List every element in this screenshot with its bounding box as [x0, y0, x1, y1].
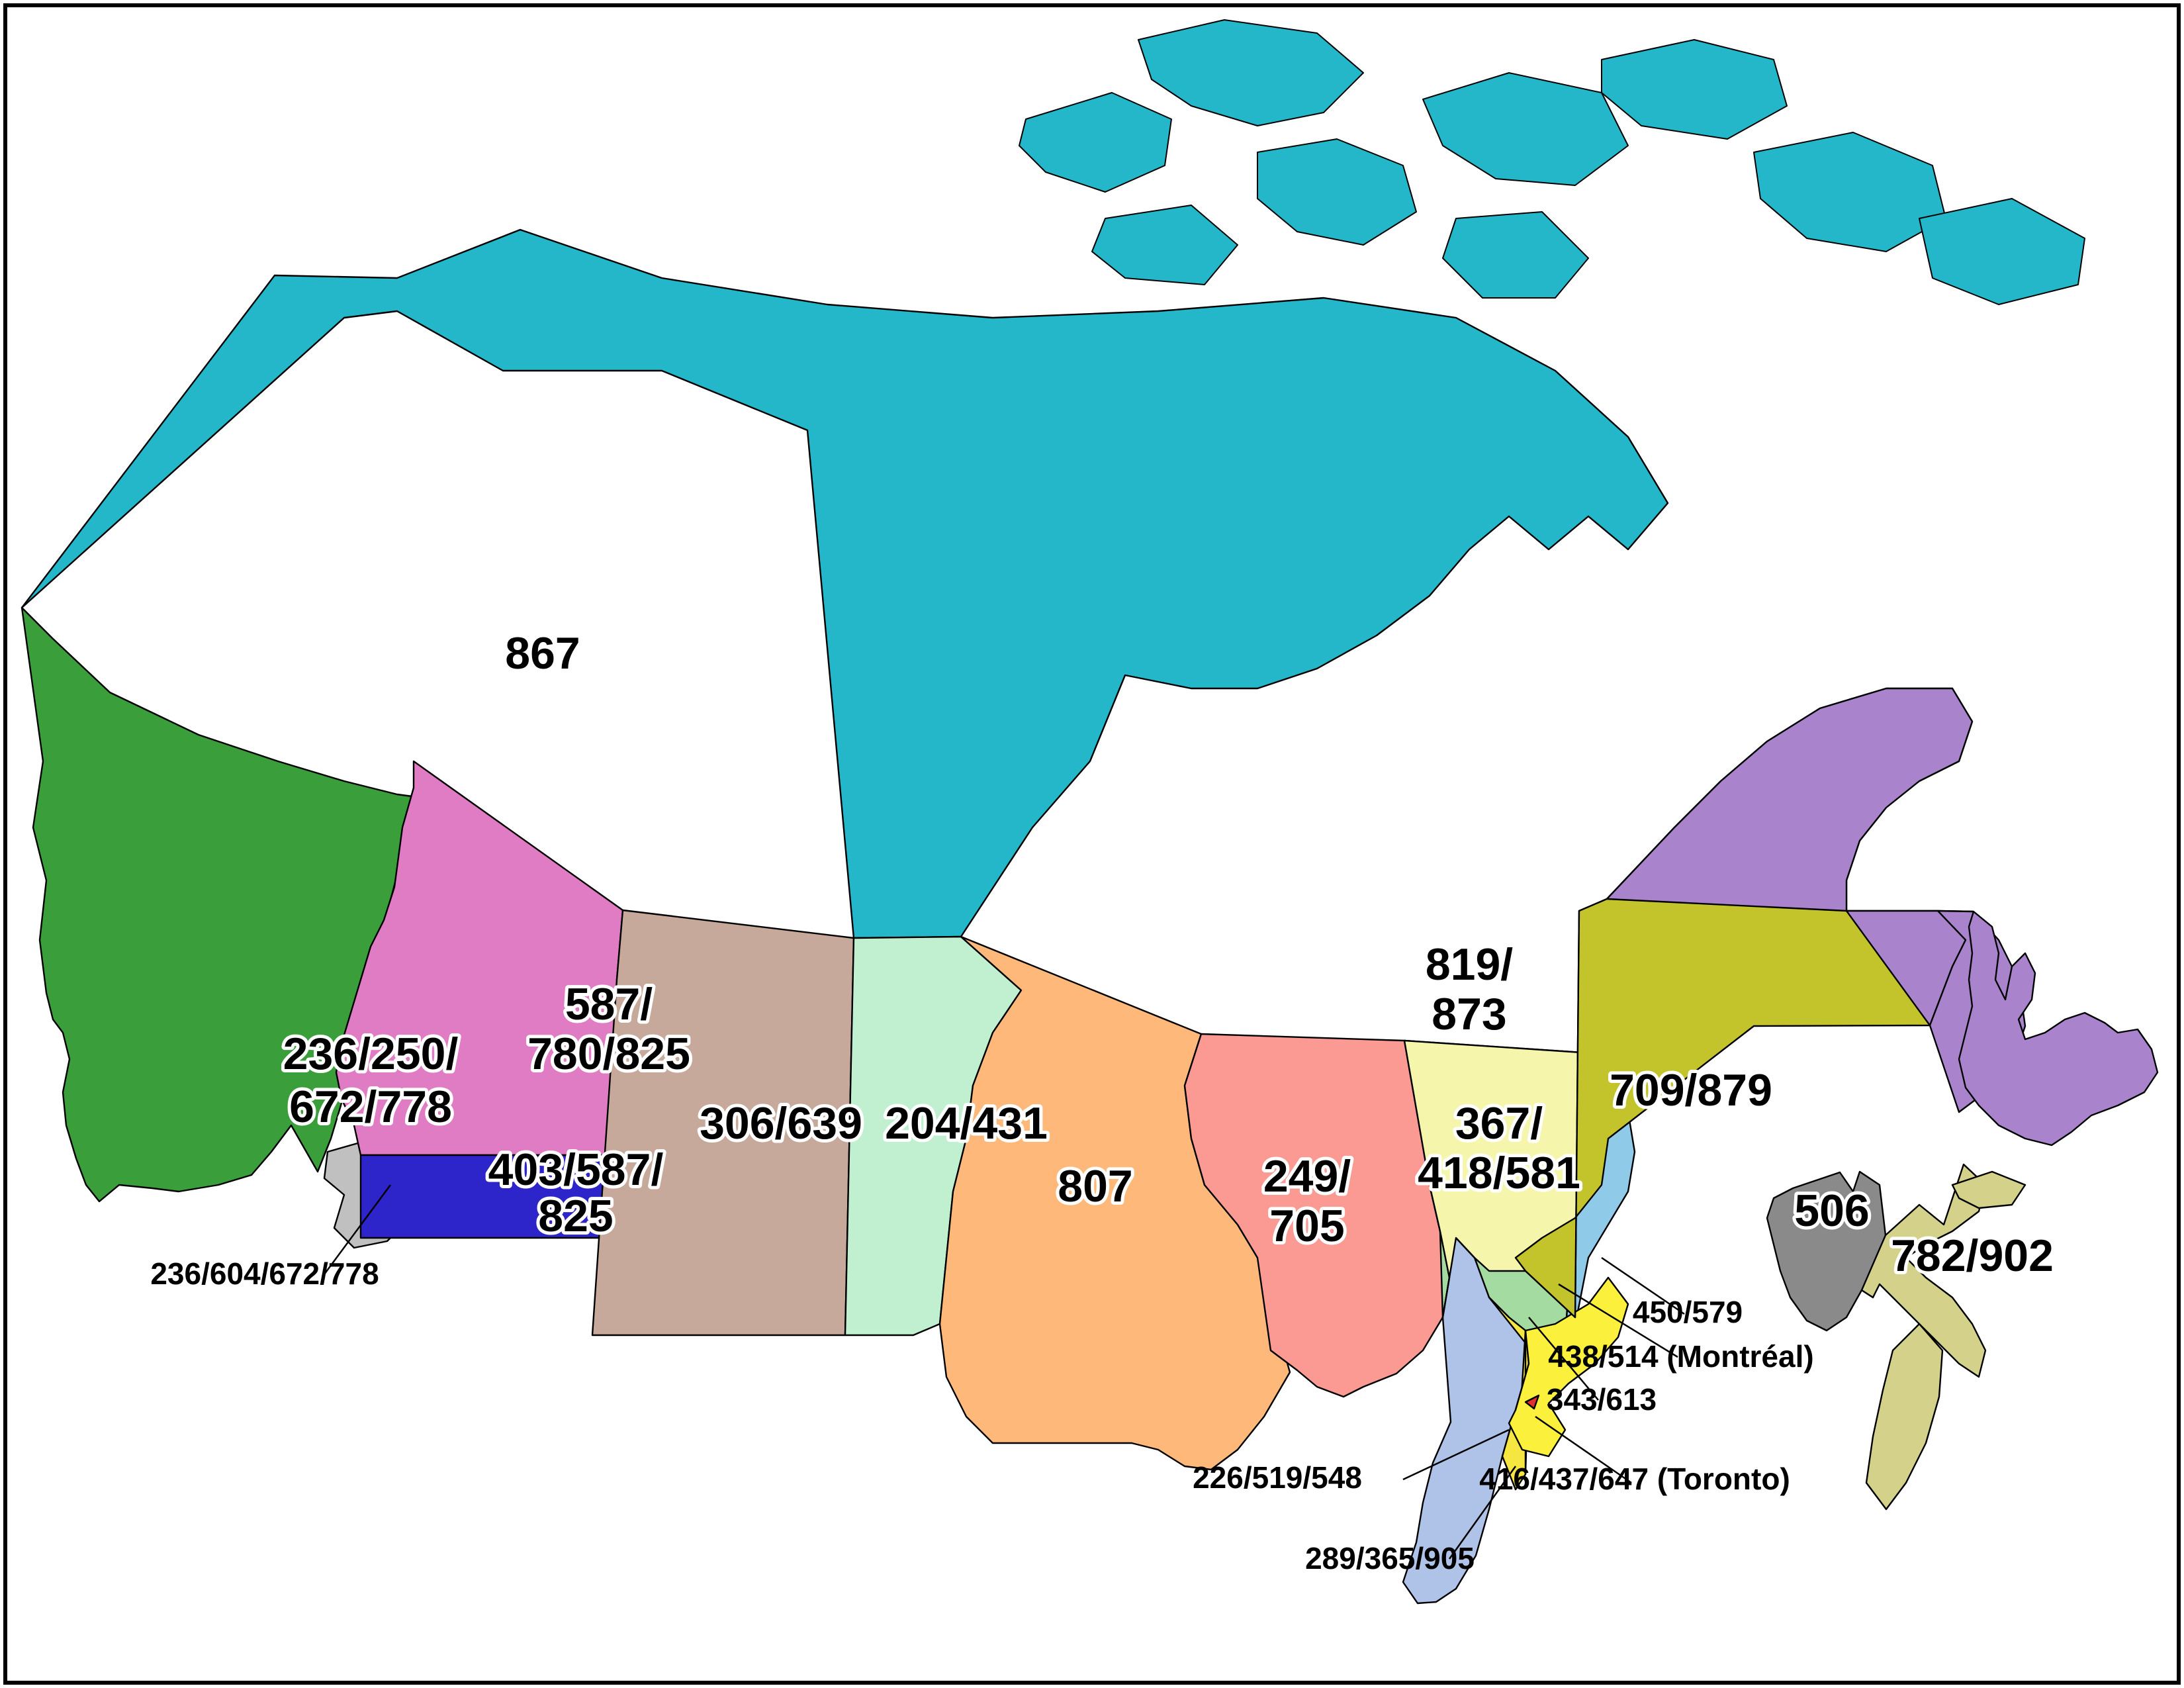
- svg-text:587/: 587/: [565, 979, 653, 1029]
- svg-text:672/778: 672/778: [289, 1082, 452, 1132]
- svg-text:343/613: 343/613: [1547, 1382, 1657, 1417]
- svg-text:367/: 367/: [1455, 1098, 1543, 1149]
- svg-text:226/519/548: 226/519/548: [1193, 1460, 1362, 1495]
- svg-text:249/: 249/: [1263, 1151, 1351, 1201]
- svg-text:506: 506: [1794, 1186, 1869, 1236]
- svg-text:819/: 819/: [1426, 939, 1513, 990]
- svg-text:416/437/647 (Toronto): 416/437/647 (Toronto): [1479, 1462, 1790, 1496]
- svg-text:709/879: 709/879: [1610, 1065, 1772, 1115]
- svg-text:873: 873: [1432, 989, 1506, 1039]
- svg-text:825: 825: [538, 1191, 613, 1241]
- svg-text:780/825: 780/825: [527, 1029, 690, 1079]
- svg-text:782/902: 782/902: [1891, 1231, 2054, 1281]
- svg-text:705: 705: [1269, 1201, 1344, 1251]
- svg-text:403/587/: 403/587/: [488, 1145, 664, 1195]
- svg-text:236/604/672/778: 236/604/672/778: [150, 1256, 379, 1291]
- svg-text:306/639: 306/639: [700, 1098, 862, 1149]
- svg-text:418/581: 418/581: [1418, 1148, 1580, 1198]
- svg-text:204/431: 204/431: [885, 1098, 1048, 1149]
- svg-text:438/514 (Montréal): 438/514 (Montréal): [1548, 1339, 1813, 1374]
- svg-text:807: 807: [1058, 1161, 1132, 1211]
- svg-text:236/250/: 236/250/: [283, 1029, 459, 1079]
- svg-text:450/579: 450/579: [1633, 1295, 1743, 1329]
- svg-text:867: 867: [505, 628, 580, 679]
